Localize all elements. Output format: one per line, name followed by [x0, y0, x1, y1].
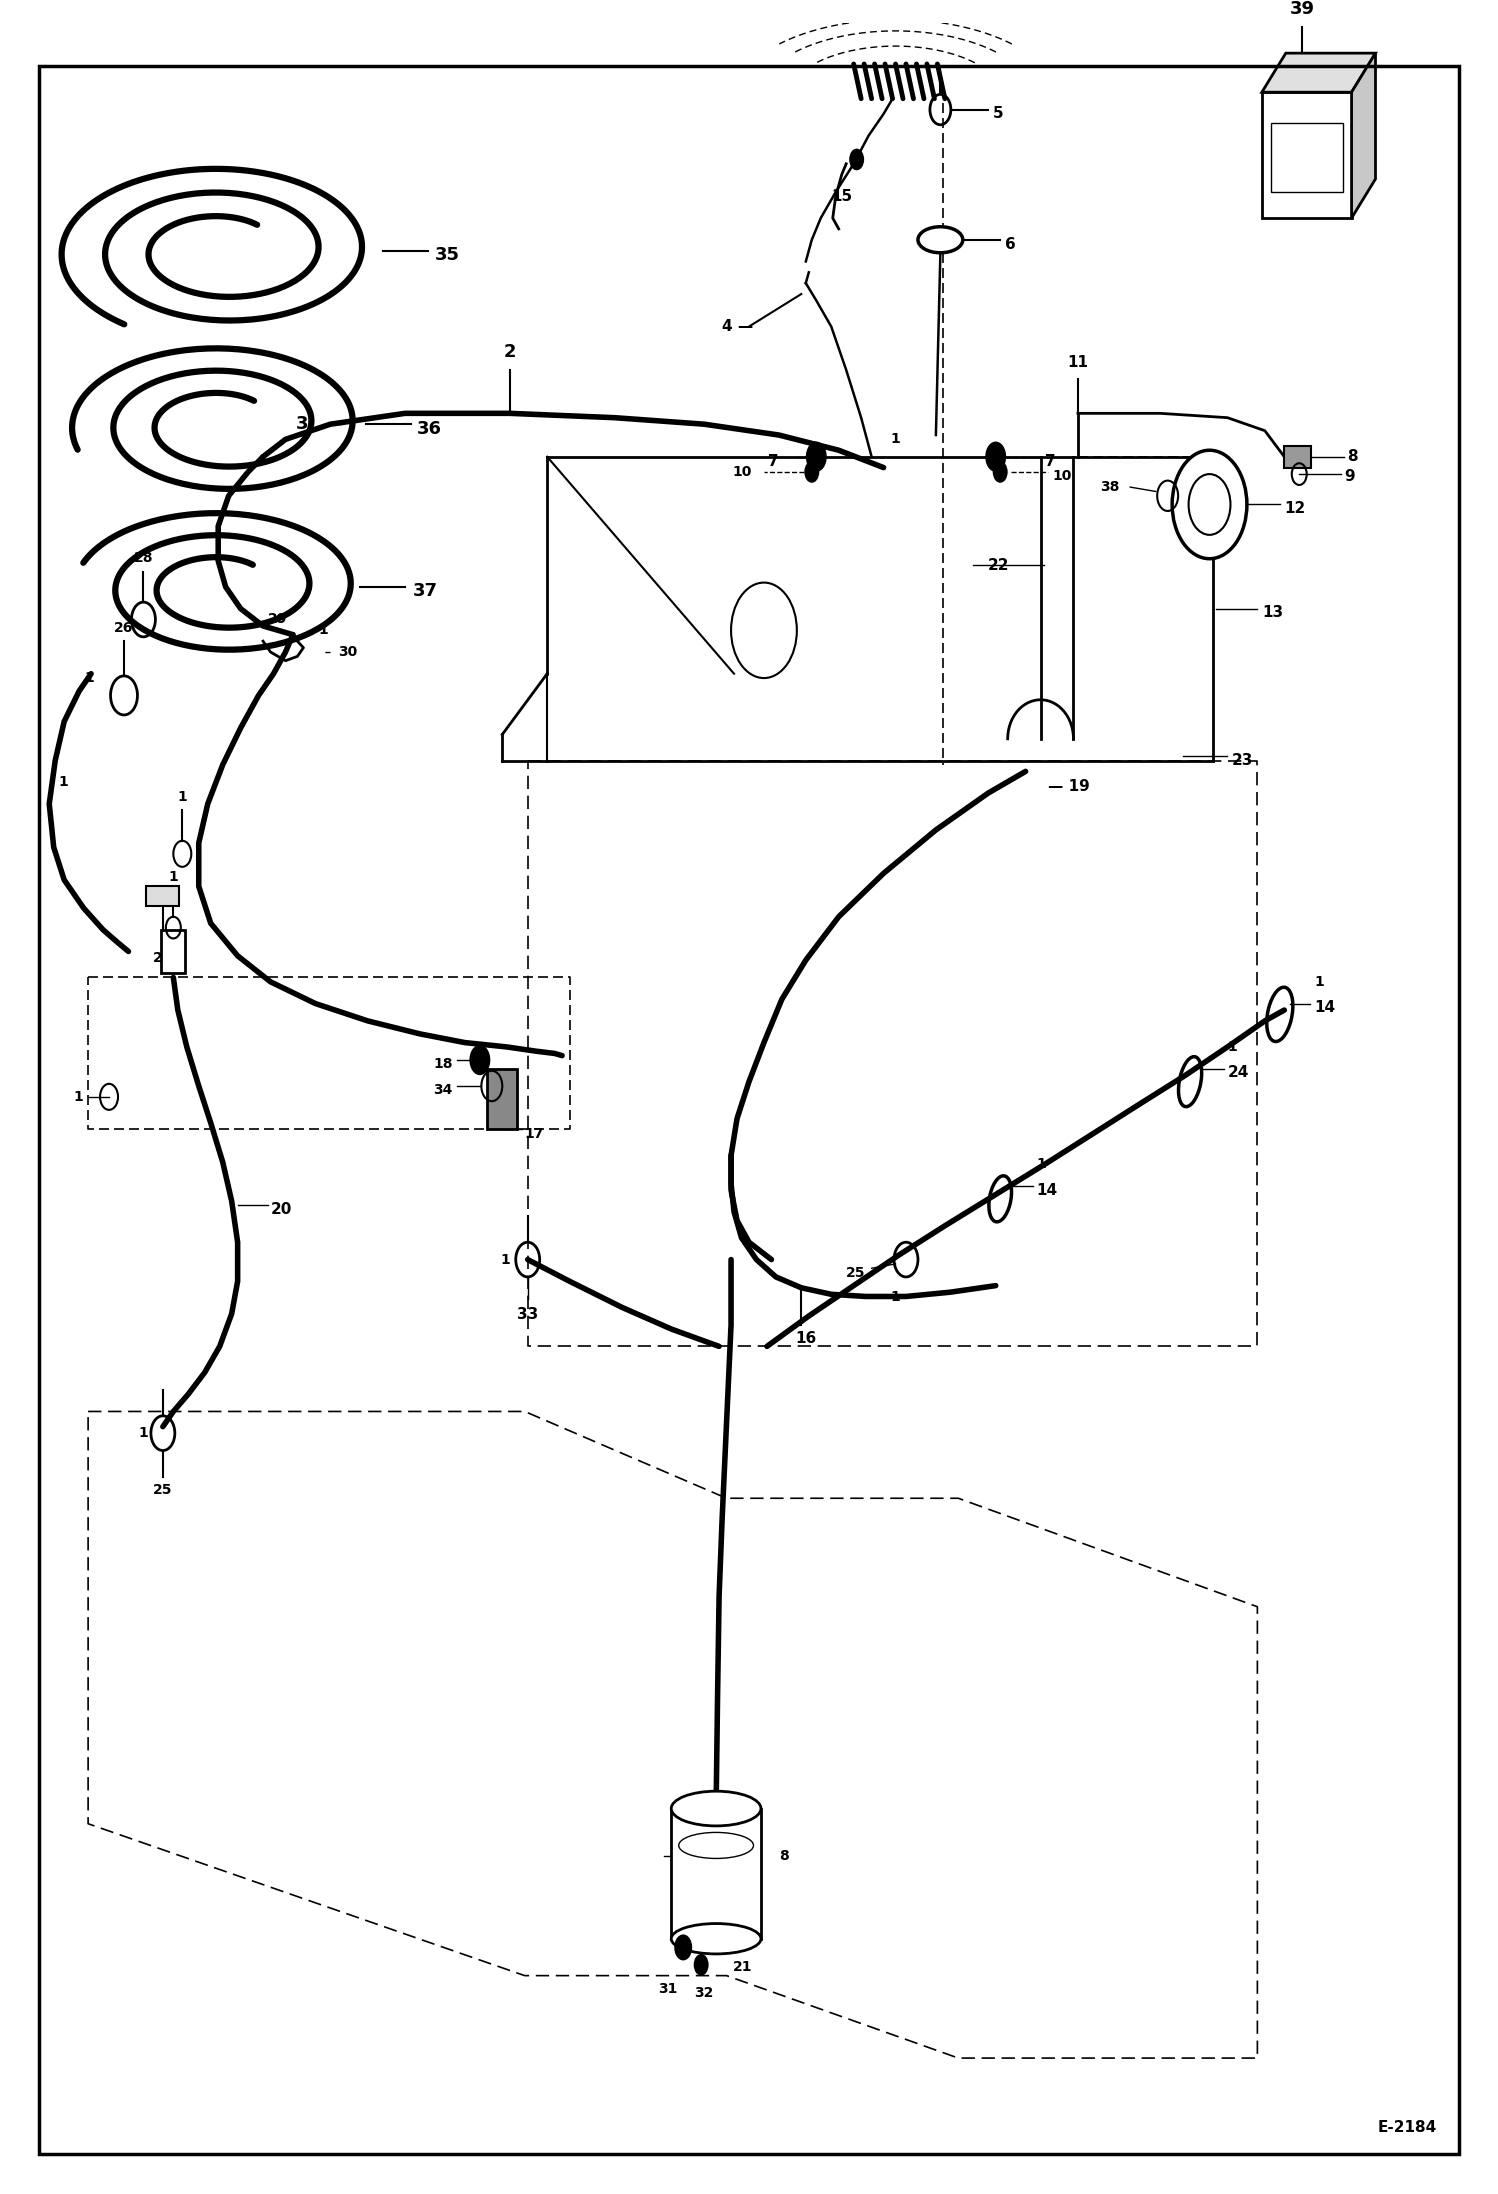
- Text: 1: 1: [73, 1090, 84, 1104]
- Text: 16: 16: [795, 1332, 816, 1347]
- Text: 1: 1: [1314, 974, 1324, 989]
- Circle shape: [806, 441, 827, 472]
- Text: 1: 1: [891, 432, 900, 445]
- Text: 22: 22: [989, 557, 1010, 573]
- Text: 17: 17: [524, 1128, 544, 1141]
- Text: 1: 1: [177, 790, 187, 803]
- Text: 1: 1: [58, 774, 69, 790]
- Text: 20: 20: [271, 1202, 292, 1218]
- Text: 7: 7: [1046, 454, 1056, 470]
- Ellipse shape: [671, 1790, 761, 1825]
- Text: 25: 25: [153, 1483, 172, 1496]
- Text: 25: 25: [846, 1266, 866, 1279]
- Circle shape: [469, 1044, 490, 1075]
- Circle shape: [1171, 450, 1246, 559]
- Text: 4 —: 4 —: [722, 318, 753, 333]
- Text: 31: 31: [659, 1981, 679, 1997]
- Text: 12: 12: [1284, 500, 1306, 516]
- Text: 1: 1: [891, 1290, 900, 1303]
- Text: 38: 38: [1101, 480, 1121, 494]
- Text: 8: 8: [1347, 450, 1357, 465]
- Polygon shape: [1351, 53, 1375, 217]
- Text: 21: 21: [733, 1961, 753, 1975]
- Text: 13: 13: [1261, 606, 1282, 621]
- Circle shape: [694, 1955, 709, 1975]
- Bar: [147, 886, 180, 906]
- Text: 30: 30: [339, 645, 357, 658]
- Polygon shape: [1261, 53, 1375, 92]
- Circle shape: [804, 461, 819, 483]
- Bar: [162, 930, 186, 974]
- Text: 1: 1: [1037, 1156, 1046, 1172]
- Text: 10: 10: [733, 465, 752, 478]
- Text: 39: 39: [1290, 0, 1315, 18]
- Text: 8: 8: [779, 1850, 788, 1863]
- Bar: [671, 1808, 761, 1939]
- Text: 1: 1: [500, 1253, 509, 1266]
- Text: 10: 10: [1053, 470, 1073, 483]
- Text: 14: 14: [1037, 1183, 1058, 1198]
- Circle shape: [986, 441, 1007, 472]
- Text: 7: 7: [768, 454, 779, 470]
- Text: 14: 14: [1314, 1000, 1335, 1016]
- Ellipse shape: [918, 226, 963, 252]
- Text: 1: 1: [1227, 1040, 1237, 1053]
- Text: 33: 33: [517, 1308, 538, 1323]
- Bar: [1261, 92, 1351, 217]
- Text: 9: 9: [1344, 470, 1354, 483]
- Text: 28: 28: [133, 551, 153, 566]
- Text: 3: 3: [295, 415, 309, 432]
- Text: 36: 36: [416, 419, 442, 437]
- Text: 18: 18: [433, 1058, 452, 1071]
- Ellipse shape: [671, 1924, 761, 1955]
- Text: 1: 1: [138, 1426, 148, 1439]
- Text: 1: 1: [84, 671, 94, 685]
- Text: 23: 23: [1231, 753, 1254, 768]
- Text: 26: 26: [114, 621, 133, 634]
- Text: 15: 15: [831, 189, 852, 204]
- Bar: [1284, 445, 1311, 467]
- Text: 37: 37: [412, 581, 437, 601]
- Text: 27: 27: [153, 952, 172, 965]
- Circle shape: [993, 461, 1008, 483]
- Text: 1: 1: [318, 623, 328, 636]
- Text: 32: 32: [695, 1986, 715, 2001]
- Text: — 19: — 19: [1049, 779, 1089, 794]
- Text: 6: 6: [1005, 237, 1016, 252]
- Text: 24: 24: [1227, 1066, 1249, 1079]
- Text: 1: 1: [168, 871, 178, 884]
- Circle shape: [849, 149, 864, 171]
- Bar: [1270, 123, 1342, 193]
- Text: 35: 35: [434, 246, 460, 263]
- Bar: [487, 1068, 517, 1130]
- Text: E-2184: E-2184: [1378, 2119, 1437, 2135]
- Circle shape: [674, 1935, 692, 1961]
- Text: 34: 34: [433, 1084, 452, 1097]
- Text: 2: 2: [503, 342, 515, 362]
- Text: 5: 5: [993, 105, 1004, 121]
- Text: 11: 11: [1068, 355, 1089, 371]
- Text: 29: 29: [268, 612, 288, 625]
